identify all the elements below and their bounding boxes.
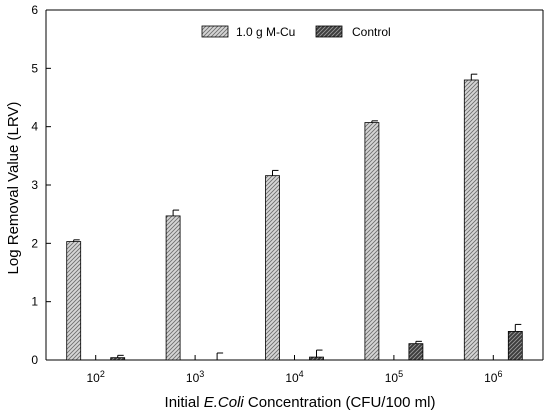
y-tick-label: 0 (31, 353, 38, 367)
x-tick-label: 105 (385, 369, 403, 385)
bar-1 (463, 79, 479, 361)
y-tick-label: 1 (31, 295, 38, 309)
bar-2 (408, 343, 424, 361)
bar-2 (309, 356, 324, 361)
x-axis-title-suffix: Concentration (CFU/100 ml) (244, 394, 436, 411)
y-axis-title: Log Removal Value (LRV) (5, 102, 22, 275)
x-tick-label: 102 (87, 369, 105, 385)
legend-swatch-series2 (315, 25, 343, 38)
bar-1 (165, 215, 181, 361)
legend-label-series2: Control (352, 25, 391, 39)
bar-1 (265, 175, 280, 361)
x-axis-title-prefix: Initial (165, 394, 204, 411)
legend: 1.0 g M-Cu Control (201, 25, 391, 39)
legend-label-series1: 1.0 g M-Cu (236, 25, 295, 39)
x-axis-title: Initial E.Coli Concentration (CFU/100 ml… (165, 394, 436, 411)
x-axis-title-italic: E.Coli (204, 394, 245, 411)
y-tick-label: 3 (31, 178, 38, 192)
x-tick-label: 103 (186, 369, 204, 385)
y-tick-label: 4 (31, 120, 38, 134)
bar-2 (507, 331, 523, 361)
y-tick-label: 6 (31, 3, 38, 17)
bars (66, 73, 523, 361)
bar-2 (110, 357, 126, 361)
y-tick-labels: 0 1 2 3 4 5 6 (31, 3, 51, 367)
bar-1 (66, 241, 82, 361)
x-tick-label: 106 (484, 369, 502, 385)
x-tick-labels: 102 103 104 105 106 (87, 355, 502, 385)
x-tick-label: 104 (285, 369, 303, 385)
legend-swatch-series1 (201, 25, 229, 38)
y-tick-label: 2 (31, 236, 38, 250)
bar-1 (364, 122, 380, 361)
y-tick-label: 5 (31, 61, 38, 75)
